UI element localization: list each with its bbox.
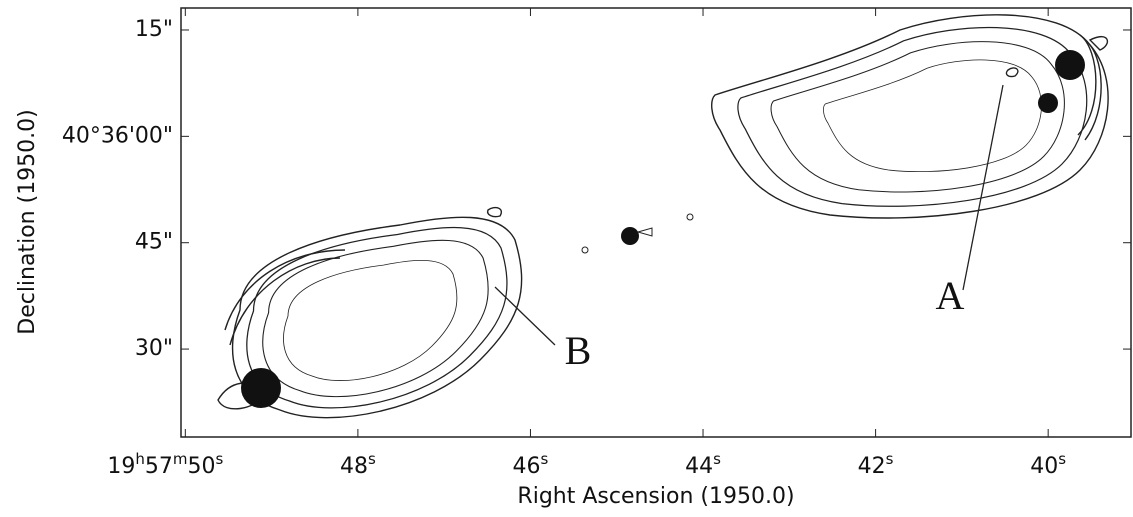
y-tick-label: 45" bbox=[135, 230, 173, 255]
x-axis-label: Right Ascension (1950.0) bbox=[517, 484, 794, 509]
annotation-line bbox=[495, 287, 555, 345]
x-tick-label: 40s bbox=[1030, 450, 1066, 480]
x-tick-label: 48s bbox=[340, 450, 376, 480]
x-tick-label: 19h57m50s bbox=[107, 450, 223, 480]
lobe-a-contours bbox=[712, 15, 1108, 218]
y-tick-label: 30" bbox=[135, 336, 173, 361]
compact-sources bbox=[241, 50, 1085, 408]
y-axis-label: Declination (1950.0) bbox=[15, 109, 40, 335]
x-tick-label: 42s bbox=[858, 450, 894, 480]
y-tick-label: 40°36'00" bbox=[62, 123, 173, 148]
x-tick-label: 46s bbox=[513, 450, 549, 480]
annotation: B bbox=[565, 328, 592, 373]
y-tick-label: 15" bbox=[135, 17, 173, 42]
x-tick-label: 44s bbox=[685, 450, 721, 480]
chart: A B Right Ascension (1950.0) Declination… bbox=[0, 0, 1133, 517]
plot-frame bbox=[181, 8, 1131, 437]
annotation-line bbox=[963, 85, 1003, 290]
annotation: A bbox=[936, 273, 965, 318]
